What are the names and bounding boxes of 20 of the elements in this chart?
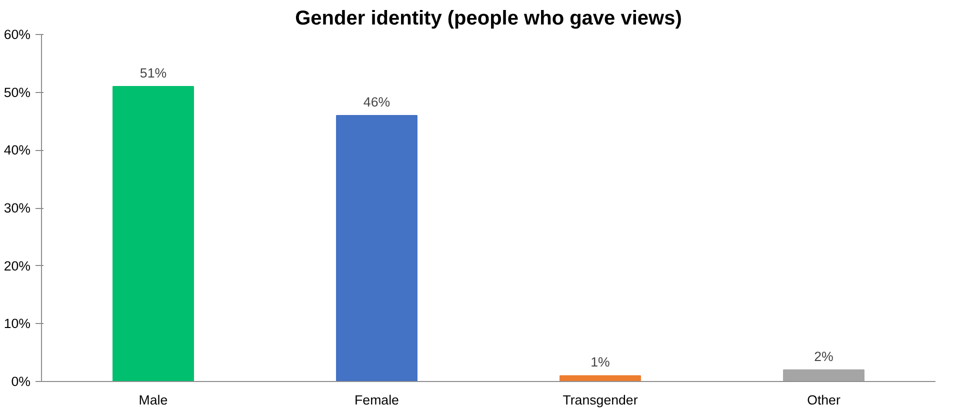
data-label: 2% bbox=[814, 348, 834, 364]
y-tick-label: 40% bbox=[4, 142, 31, 158]
bar bbox=[112, 86, 194, 382]
x-tick-label: Other bbox=[807, 392, 841, 408]
data-label: 51% bbox=[140, 66, 167, 81]
y-tick-label: 50% bbox=[4, 84, 31, 100]
x-tick-label: Male bbox=[138, 392, 168, 408]
bar bbox=[783, 369, 864, 382]
data-label: 1% bbox=[590, 354, 610, 370]
bar bbox=[336, 114, 418, 382]
y-tick-label: 20% bbox=[4, 258, 31, 274]
chart-title: Gender identity (people who gave views) bbox=[295, 8, 682, 30]
x-tick-label: Female bbox=[354, 392, 399, 408]
y-tick-label: 0% bbox=[11, 374, 31, 389]
y-tick-label: 60% bbox=[4, 27, 31, 42]
y-tick-label: 10% bbox=[4, 316, 31, 332]
x-tick-label: Transgender bbox=[562, 392, 638, 408]
data-label: 46% bbox=[363, 94, 390, 110]
bar bbox=[560, 375, 641, 382]
y-tick-label: 30% bbox=[4, 200, 31, 216]
